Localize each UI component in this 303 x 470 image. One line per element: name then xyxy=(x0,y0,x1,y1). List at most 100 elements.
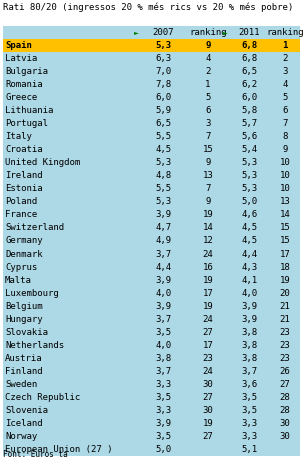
Text: 18: 18 xyxy=(280,263,291,272)
Bar xyxy=(3,404,300,417)
Text: 5,9: 5,9 xyxy=(155,106,171,115)
Text: 4: 4 xyxy=(205,54,211,63)
Bar xyxy=(3,326,300,339)
Text: Netherlands: Netherlands xyxy=(5,341,64,350)
Text: Rati 80/20 (ingressos 20 % més rics vs 20 % més pobre): Rati 80/20 (ingressos 20 % més rics vs 2… xyxy=(3,3,293,13)
Text: 3,8: 3,8 xyxy=(241,354,258,363)
Text: 6: 6 xyxy=(205,106,211,115)
Text: 8: 8 xyxy=(282,132,288,141)
Text: 3,9: 3,9 xyxy=(155,275,171,284)
Bar xyxy=(3,313,300,326)
Text: United Kingdom: United Kingdom xyxy=(5,158,80,167)
Text: 4,4: 4,4 xyxy=(241,250,258,259)
Text: Malta: Malta xyxy=(5,275,32,284)
Text: 19: 19 xyxy=(202,275,213,284)
Text: 6,3: 6,3 xyxy=(155,54,171,63)
Text: 7: 7 xyxy=(205,184,211,193)
Text: 23: 23 xyxy=(202,354,213,363)
Text: 17: 17 xyxy=(202,341,213,350)
Bar xyxy=(3,143,300,157)
Text: 3,5: 3,5 xyxy=(155,393,171,402)
Text: 1: 1 xyxy=(205,80,211,89)
Text: 3,3: 3,3 xyxy=(241,419,258,428)
Text: Finland: Finland xyxy=(5,367,43,376)
Text: 21: 21 xyxy=(280,302,291,311)
Text: 27: 27 xyxy=(202,432,213,441)
Text: 3,9: 3,9 xyxy=(155,419,171,428)
Text: 20: 20 xyxy=(280,289,291,298)
Text: 5,3: 5,3 xyxy=(155,41,171,50)
Text: 4,1: 4,1 xyxy=(241,275,258,284)
Text: 9: 9 xyxy=(205,197,211,206)
Text: ranking: ranking xyxy=(266,28,303,37)
Text: 24: 24 xyxy=(202,367,213,376)
Text: 30: 30 xyxy=(202,380,213,389)
Bar xyxy=(3,65,300,78)
Text: Portugal: Portugal xyxy=(5,119,48,128)
Text: 5,6: 5,6 xyxy=(241,132,258,141)
Text: 4,0: 4,0 xyxy=(155,289,171,298)
Text: 15: 15 xyxy=(280,236,291,245)
Text: Lithuania: Lithuania xyxy=(5,106,53,115)
Text: 4,7: 4,7 xyxy=(155,223,171,233)
Text: Belgium: Belgium xyxy=(5,302,43,311)
Bar xyxy=(3,274,300,287)
Text: 5,1: 5,1 xyxy=(241,445,258,454)
Text: 7,0: 7,0 xyxy=(155,67,171,76)
Text: 4,0: 4,0 xyxy=(155,341,171,350)
Text: 23: 23 xyxy=(280,328,291,337)
Text: Font: Euros ta: Font: Euros ta xyxy=(3,450,68,459)
Bar xyxy=(3,78,300,91)
Text: 4: 4 xyxy=(282,80,288,89)
Text: 5,3: 5,3 xyxy=(241,158,258,167)
Bar xyxy=(3,26,300,39)
Text: ranking: ranking xyxy=(189,28,227,37)
Text: 2007: 2007 xyxy=(153,28,174,37)
Text: 19: 19 xyxy=(202,302,213,311)
Text: 5: 5 xyxy=(205,93,211,102)
Text: 1: 1 xyxy=(282,41,288,50)
Bar xyxy=(3,260,300,274)
Text: 19: 19 xyxy=(280,275,291,284)
Text: 6: 6 xyxy=(282,106,288,115)
Text: 3,5: 3,5 xyxy=(155,432,171,441)
Text: Slovakia: Slovakia xyxy=(5,328,48,337)
Text: 6,0: 6,0 xyxy=(241,93,258,102)
Text: 3,3: 3,3 xyxy=(241,432,258,441)
Text: 5,7: 5,7 xyxy=(241,119,258,128)
Text: 3,3: 3,3 xyxy=(155,406,171,415)
Text: 3,5: 3,5 xyxy=(155,328,171,337)
Text: 3,7: 3,7 xyxy=(155,367,171,376)
Text: 27: 27 xyxy=(280,380,291,389)
Bar xyxy=(3,91,300,104)
Text: 30: 30 xyxy=(202,406,213,415)
Bar xyxy=(3,430,300,443)
Text: 5,0: 5,0 xyxy=(241,197,258,206)
Bar xyxy=(3,378,300,391)
Text: 24: 24 xyxy=(202,315,213,324)
Bar xyxy=(3,52,300,65)
Text: 7,8: 7,8 xyxy=(155,80,171,89)
Bar xyxy=(3,248,300,260)
Text: 5,5: 5,5 xyxy=(155,184,171,193)
Text: 28: 28 xyxy=(280,393,291,402)
Text: 6,0: 6,0 xyxy=(155,93,171,102)
Text: 3,5: 3,5 xyxy=(241,393,258,402)
Text: 17: 17 xyxy=(280,250,291,259)
Bar xyxy=(3,352,300,365)
Text: 3,8: 3,8 xyxy=(241,341,258,350)
Text: 4,8: 4,8 xyxy=(155,172,171,180)
Bar xyxy=(3,391,300,404)
Bar xyxy=(3,339,300,352)
Bar xyxy=(3,117,300,130)
Text: ►: ► xyxy=(223,30,228,35)
Text: ►: ► xyxy=(134,30,138,35)
Text: 30: 30 xyxy=(280,419,291,428)
Bar xyxy=(3,39,300,52)
Text: 6,8: 6,8 xyxy=(241,41,258,50)
Text: 3,9: 3,9 xyxy=(241,315,258,324)
Text: 16: 16 xyxy=(202,263,213,272)
Text: Bulgaria: Bulgaria xyxy=(5,67,48,76)
Text: 5,3: 5,3 xyxy=(155,158,171,167)
Text: 5: 5 xyxy=(282,93,288,102)
